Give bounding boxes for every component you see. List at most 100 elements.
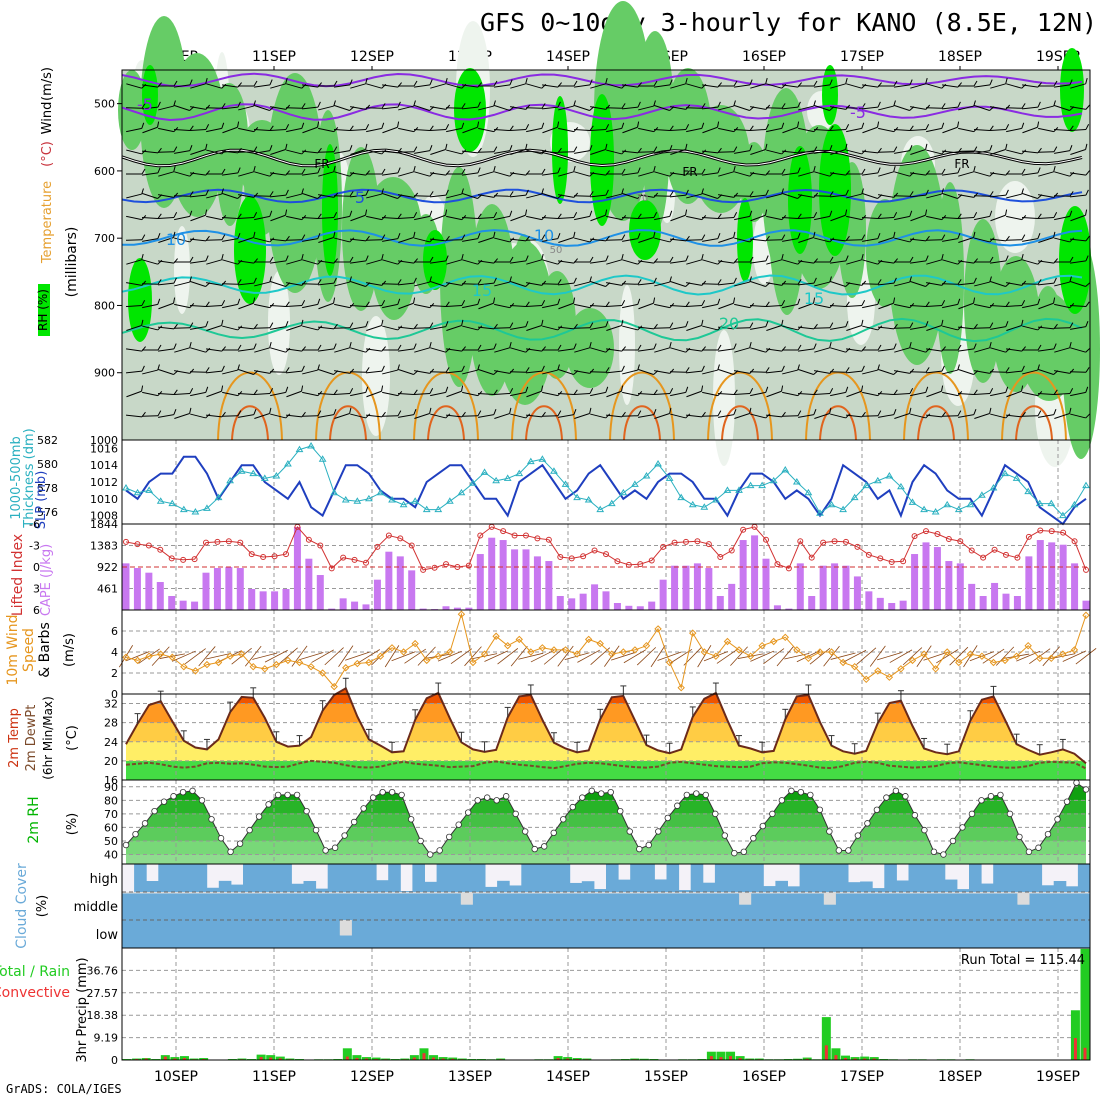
wind-barb-flag (701, 319, 704, 326)
wind-barb-shaft (221, 150, 239, 154)
wind-barb-shaft (877, 282, 895, 286)
contour-label: -5 (137, 95, 153, 114)
wind-barb (574, 256, 594, 263)
wind-barb-flag (797, 121, 800, 128)
surface-wind-barb (776, 646, 794, 667)
wind-barb-shaft (510, 172, 526, 176)
wind-barb-shaft (589, 304, 607, 308)
wind-barb-shaft (398, 237, 414, 243)
wind-barb (1038, 166, 1056, 177)
wind-barb-shaft (461, 150, 479, 154)
cloud-cell (460, 920, 474, 948)
wind-barb (638, 408, 657, 418)
wind-barb-shaft (126, 348, 142, 352)
cloud-cell (569, 882, 583, 892)
wind-barb-shaft (877, 392, 895, 396)
wind-barb-flag (989, 210, 993, 217)
wind-barb-flag (237, 101, 241, 108)
wind-barb-shaft (621, 283, 639, 285)
wind-barb-flag (285, 104, 291, 110)
wind-barb-shaft (285, 107, 303, 109)
wind-barb-shaft (590, 347, 606, 353)
wind-barb (878, 192, 899, 198)
rh-point (379, 788, 386, 796)
wind-barb-flag (141, 103, 146, 109)
cape-bar (682, 565, 690, 610)
wind-barb-shaft (542, 391, 558, 397)
wind-barb (494, 237, 515, 243)
wind-barb-flag (621, 365, 625, 372)
wind-barb (654, 407, 672, 419)
cloud-cell (206, 920, 220, 948)
isotherm-25 (707, 371, 773, 441)
rh-moist-area (468, 204, 516, 396)
wind-barb (542, 232, 561, 242)
wind-barb (910, 143, 928, 155)
wind-barb-flag (1037, 410, 1042, 416)
wind-barb-shaft (478, 260, 494, 264)
wind-barb (558, 343, 577, 352)
date-label-bottom: 17SEP (840, 1069, 884, 1085)
rh-point (464, 809, 472, 816)
wind-barb-shaft (557, 216, 575, 220)
rh-band (126, 813, 1086, 828)
wind-barb-shaft (1005, 370, 1023, 374)
wind-barb-flag (813, 100, 816, 107)
rh-moist-area (1034, 286, 1062, 366)
wind-barb-flag (653, 192, 659, 198)
wind-barb-flag (589, 407, 592, 414)
cloud-cell (751, 864, 764, 892)
wind-barb (366, 254, 384, 265)
wind-barb-shaft (429, 371, 447, 373)
cloud-cell (509, 885, 522, 892)
thickness-line (125, 445, 1087, 517)
cloud-cell (944, 920, 958, 948)
wind-barb (621, 410, 642, 417)
cloud-cell (327, 893, 341, 920)
wind-barb (206, 168, 226, 175)
wind-barb-flag (1005, 209, 1008, 216)
wind-barb-shaft (621, 106, 639, 110)
wind-barb-flag (605, 104, 611, 110)
wind-barb (686, 188, 704, 199)
wind-barb-shaft (1054, 215, 1070, 221)
wind-barb-shaft (382, 238, 398, 242)
wind-barb-flag (333, 100, 336, 107)
wind-barb (526, 188, 544, 199)
wind-barb-flag (285, 301, 290, 307)
wind-barb (446, 149, 467, 155)
cloud-cell (291, 883, 304, 892)
wind-barb-shaft (653, 195, 671, 197)
wind-barb (605, 234, 626, 241)
thickness-point (711, 496, 720, 503)
thickness-point (897, 482, 905, 490)
wind-barb-shaft (398, 105, 414, 111)
wind-barb-shaft (1038, 302, 1054, 310)
wind-barb-shaft (606, 348, 622, 352)
wind-barb-flag (669, 407, 672, 414)
cloud-cell (763, 920, 776, 948)
wind-barb-flag (269, 276, 272, 283)
thickness-point (133, 488, 142, 496)
wind-barb-shaft (685, 107, 703, 109)
wind-barb-flag (317, 213, 322, 219)
wind-barb-shaft (494, 281, 510, 287)
wind-barb-flag (573, 277, 577, 284)
wind-barb-shaft (1022, 259, 1038, 265)
wind-barb-shaft (430, 347, 446, 353)
wind-barb-flag (1037, 325, 1043, 331)
wind-barb-shaft (926, 390, 942, 398)
wind-barb (893, 125, 914, 132)
wind-barb (574, 368, 595, 374)
wind-barb (253, 388, 274, 396)
wind-barb-shaft (397, 151, 415, 153)
wind-barb (590, 413, 611, 419)
wind-barb-shaft (1054, 105, 1070, 111)
wind-barb-shaft (734, 215, 750, 221)
wind-barb-shaft (797, 282, 815, 286)
cloud-cell (763, 893, 776, 920)
wind-barb-flag (429, 407, 432, 414)
cloud-cell (521, 864, 534, 892)
cloud-cell (702, 882, 716, 892)
wind-barb-shaft (750, 149, 766, 155)
